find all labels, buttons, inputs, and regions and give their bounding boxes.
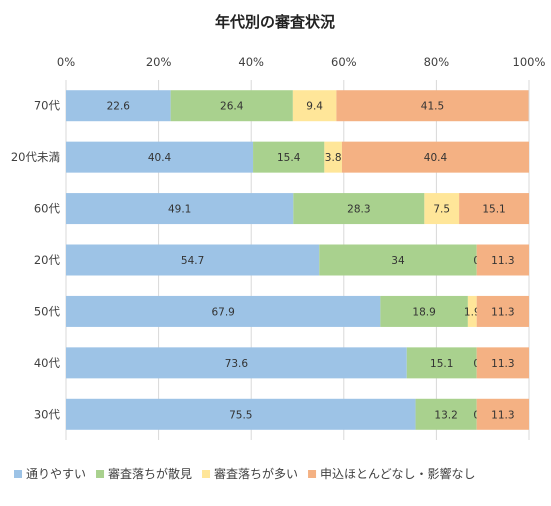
bar-segment bbox=[66, 398, 416, 430]
category-label: 20代 bbox=[34, 253, 61, 267]
data-label: 40.4 bbox=[424, 152, 448, 164]
x-tick-label: 0% bbox=[57, 55, 75, 69]
bar-segment bbox=[415, 398, 477, 430]
data-label: 54.7 bbox=[181, 255, 204, 267]
x-axis-ticks: 0% 20% 40% 60% 80% 100% bbox=[57, 55, 546, 69]
category-label: 20代未満 bbox=[11, 150, 60, 164]
bar-segment bbox=[170, 90, 293, 122]
bar-segment bbox=[476, 347, 529, 379]
x-tick-label: 40% bbox=[238, 55, 264, 69]
bar-segment bbox=[66, 193, 294, 225]
bar-segment bbox=[406, 347, 477, 379]
category-label: 40代 bbox=[34, 356, 61, 370]
legend-label: 申込ほとんどなし・影響なし bbox=[320, 466, 475, 481]
legend-swatch bbox=[308, 470, 317, 478]
bar-segment bbox=[66, 141, 254, 173]
bar-segment bbox=[293, 193, 425, 225]
data-label: 26.4 bbox=[220, 101, 244, 113]
x-tick-label: 100% bbox=[513, 55, 546, 69]
data-label: 18.9 bbox=[412, 306, 435, 318]
data-label: 13.2 bbox=[434, 409, 457, 421]
legend-label: 通りやすい bbox=[26, 467, 86, 481]
bar-segment bbox=[292, 90, 337, 122]
data-label: 9.4 bbox=[306, 101, 323, 113]
legend-swatch bbox=[14, 470, 22, 478]
data-label: 3.8 bbox=[325, 152, 342, 164]
bar-segment bbox=[253, 141, 325, 173]
data-label: 34 bbox=[391, 255, 405, 267]
bar-segment bbox=[66, 347, 407, 379]
legend-swatch bbox=[202, 470, 211, 478]
data-label: 15.1 bbox=[430, 358, 453, 370]
bars: 22.6 26.4 9.4 41.5 40.4 15.4 3.8 40.4 49.1 28.3 7.… bbox=[66, 90, 529, 430]
bar-segment bbox=[459, 193, 529, 225]
legend: 通りやすい 審査落ちが散見 審査落ちが多い 申込ほとんどなし・影響なし bbox=[14, 466, 475, 481]
legend-label: 審査落ちが多い bbox=[214, 466, 298, 481]
data-label: 15.4 bbox=[277, 152, 301, 164]
data-label: 11.3 bbox=[491, 409, 514, 421]
chart-title: 年代別の審査状況 bbox=[215, 13, 335, 31]
x-tick-label: 60% bbox=[331, 55, 357, 69]
data-label: 7.5 bbox=[433, 204, 450, 216]
data-label: 11.3 bbox=[491, 358, 514, 370]
data-label: 40.4 bbox=[148, 152, 172, 164]
data-label: 1.9 bbox=[464, 306, 481, 318]
bar-segment bbox=[336, 90, 529, 122]
bar-segment bbox=[476, 398, 529, 430]
x-tick-label: 80% bbox=[424, 55, 450, 69]
bar-segment bbox=[467, 295, 477, 327]
category-label: 50代 bbox=[34, 304, 61, 318]
x-tick-label: 20% bbox=[146, 55, 172, 69]
category-labels: 70代 20代未満 60代 20代 50代 40代 30代 bbox=[11, 99, 61, 422]
bar-segment bbox=[66, 244, 320, 276]
bar-segment bbox=[380, 295, 468, 327]
bar-segment bbox=[341, 141, 529, 173]
bar-segment bbox=[319, 244, 477, 276]
legend-swatch bbox=[96, 470, 105, 478]
bar-segment bbox=[66, 295, 381, 327]
data-label: 11.3 bbox=[491, 255, 514, 267]
data-label: 11.3 bbox=[491, 306, 514, 318]
data-label: 49.1 bbox=[168, 204, 191, 216]
data-label: 15.1 bbox=[482, 204, 505, 216]
bar-segment bbox=[476, 295, 529, 327]
data-label: 67.9 bbox=[211, 306, 234, 318]
data-label: 75.5 bbox=[229, 409, 252, 421]
bar-segment bbox=[66, 90, 171, 122]
bar-segment bbox=[424, 193, 460, 225]
data-label: 22.6 bbox=[107, 101, 131, 113]
data-label: 28.3 bbox=[347, 204, 370, 216]
category-label: 60代 bbox=[34, 202, 61, 216]
data-label: 41.5 bbox=[421, 101, 444, 113]
category-label: 70代 bbox=[34, 99, 61, 113]
bar-segment bbox=[324, 141, 342, 173]
category-label: 30代 bbox=[34, 407, 61, 421]
data-label: 73.6 bbox=[225, 358, 249, 370]
legend-label: 審査落ちが散見 bbox=[108, 466, 192, 481]
bar-segment bbox=[476, 244, 529, 276]
